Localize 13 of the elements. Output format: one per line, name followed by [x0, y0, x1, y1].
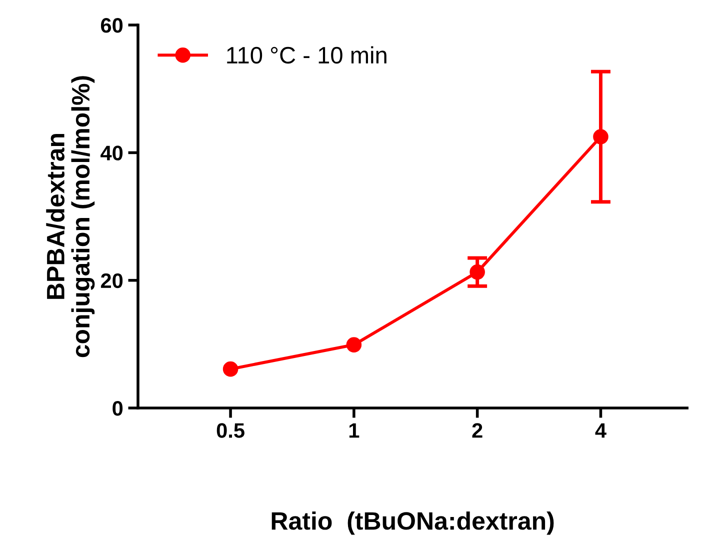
y-tick-label: 0 [112, 401, 123, 416]
legend-label: 110 °C - 10 min [227, 46, 386, 64]
point [222, 361, 238, 377]
y-tick-label: 60 [100, 18, 123, 33]
x-tick-label: 4 [595, 423, 606, 438]
x-tick-label: 0.5 [216, 423, 244, 438]
y-axis-title: BPBA/dextran conjugation (mol/mol%) [46, 76, 95, 358]
x-tick-label: 1 [349, 423, 360, 438]
point [346, 337, 362, 352]
x-tick-label: 2 [472, 423, 482, 438]
y-tick-label: 40 [100, 146, 123, 160]
y-tick-label: 20 [100, 273, 123, 288]
x-axis-title: Ratio (tBuONa:dextran) [272, 511, 554, 535]
